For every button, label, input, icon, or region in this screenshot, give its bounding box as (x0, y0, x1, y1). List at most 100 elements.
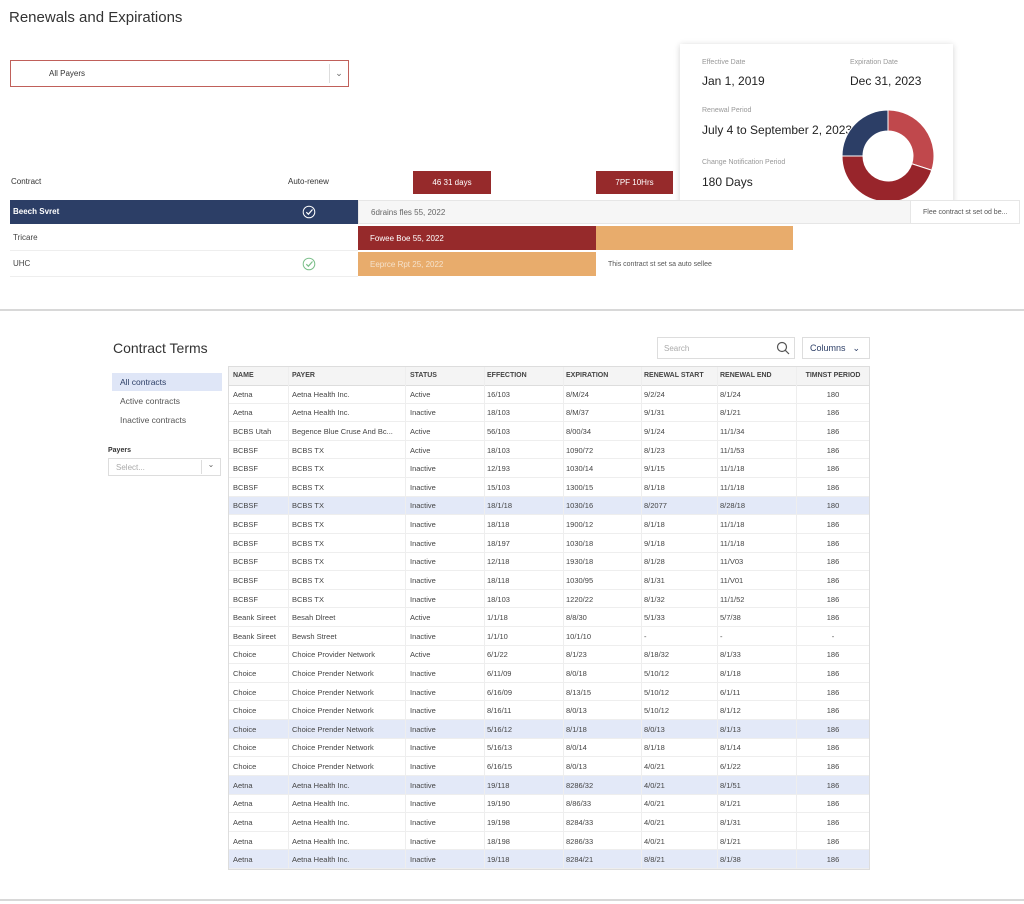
table-cell: Choice (233, 706, 257, 716)
table-row[interactable]: Aetna Aetna Health Inc. Inactive 18/103 8/M/… (229, 404, 869, 423)
auto-renew-icon (302, 205, 316, 219)
table-row[interactable]: BCBSF BCBS TX Inactive 18/197 1030/18 9/1/18 1… (229, 534, 869, 553)
timeline-note: Flee contract st set od be... (910, 200, 1020, 224)
table-cell: Aetna (233, 389, 253, 399)
table-cell: 18/1/18 (487, 501, 513, 511)
table-cell: 19/118 (487, 780, 510, 790)
table-row[interactable]: BCBSF BCBS TX Inactive 18/1/18 1030/16 8/2077… (229, 496, 869, 516)
table-row[interactable]: Choice Choice Prender Network Inactive 5/16… (229, 739, 869, 758)
summary-value: Jan 1, 2019 (702, 74, 765, 88)
table-cell: BCBSF (233, 501, 259, 511)
columns-button[interactable]: Columns ⌄ (802, 337, 870, 359)
table-row[interactable]: BCBSF BCBS TX Inactive 15/103 1300/15 8/1/18 1… (229, 478, 869, 497)
table-row[interactable]: BCBSF BCBS TX Inactive 12/118 1930/18 8/1/28 1… (229, 553, 869, 572)
column-header: NAME (233, 372, 254, 379)
table-row[interactable]: BCBSF BCBS TX Inactive 18/103 1220/22 8/1/32 1… (229, 590, 869, 609)
table-row[interactable]: BCBSF BCBS TX Inactive 18/118 1900/12 8/1/18 1… (229, 515, 869, 534)
column-divider (288, 367, 289, 869)
table-cell: BCBSF (233, 575, 259, 585)
table-cell: Active (410, 613, 431, 623)
payer-filter[interactable]: All Payers ⌄ (10, 60, 349, 87)
search-box[interactable]: Search (657, 337, 795, 359)
table-cell: Aetna (233, 799, 253, 809)
table-row[interactable]: BCBSF BCBS TX Inactive 18/118 1030/95 8/1/31 1… (229, 571, 869, 590)
table-cell: 186 (826, 520, 840, 530)
table-row[interactable]: Aetna Aetna Health Inc. Inactive 18/198 8286… (229, 832, 869, 851)
table-cell: Choice (233, 687, 257, 697)
table-cell: 186 (826, 445, 840, 455)
table-cell: BCBS TX (292, 538, 324, 548)
table-cell: 8/1/18 (644, 482, 665, 492)
table-cell: Aetna (233, 780, 253, 790)
table-cell: 186 (826, 538, 840, 548)
table-row[interactable]: Choice Choice Prender Network Inactive 8/16… (229, 701, 869, 721)
table-row[interactable]: Aetna Aetna Health Inc. Active 16/103 8/M/24… (229, 385, 869, 404)
column-divider (717, 367, 718, 869)
table-row[interactable]: Aetna Aetna Health Inc. Inactive 19/118 8286… (229, 775, 869, 795)
table-cell: Besah Dlreet (292, 613, 336, 623)
page-title: Renewals and Expirations (9, 9, 183, 26)
table-row[interactable]: Beank Sireet Besah Dlreet Active 1/1/18 8/8/… (229, 608, 869, 627)
table-row[interactable]: Aetna Aetna Health Inc. Inactive 19/118 8284… (229, 850, 869, 869)
table-cell: 8284/21 (566, 855, 594, 865)
table-cell: 5/7/38 (720, 613, 741, 623)
column-divider (484, 367, 485, 869)
table-cell: 8/1/14 (720, 743, 741, 753)
nav-item[interactable]: Active contracts (120, 396, 180, 406)
table-cell: Choice (233, 650, 257, 660)
nav-item[interactable]: All contracts (112, 373, 222, 391)
table-cell: 8/M/37 (566, 408, 589, 418)
table-row[interactable]: Choice Choice Prender Network Inactive 6/16… (229, 683, 869, 702)
search-icon (776, 341, 790, 355)
table-row[interactable]: BCBS Utah Begence Blue Cruse And Bc... Act… (229, 422, 869, 441)
table-row[interactable]: Choice Choice Prender Network Inactive 6/16… (229, 757, 869, 776)
contract-name: UHC (13, 259, 31, 268)
column-header: Contract (11, 177, 42, 186)
table-cell: 18/103 (487, 594, 510, 604)
table-cell: 9/1/24 (644, 427, 665, 437)
summary-label: Expiration Date (850, 59, 898, 66)
table-cell: 186 (826, 836, 840, 846)
table-cell: 8/1/24 (720, 389, 741, 399)
table-cell: Aetna Health Inc. (292, 389, 350, 399)
table-cell: 186 (826, 687, 840, 697)
table-cell: 186 (826, 817, 840, 827)
table-cell: 1300/15 (566, 482, 594, 492)
table-cell: 5/10/12 (644, 687, 670, 697)
table-cell: Choice Provider Network (292, 650, 375, 660)
table-row[interactable]: Choice Choice Prender Network Inactive 5/16… (229, 720, 869, 739)
table-cell: 11/1/18 (720, 464, 745, 474)
table-cell: Inactive (410, 669, 436, 679)
table-cell: 6/1/22 (487, 650, 508, 660)
table-cell: BCBSF (233, 482, 259, 492)
table-cell: 1030/14 (566, 464, 594, 474)
table-row[interactable]: Choice Choice Prender Network Inactive 6/11… (229, 664, 869, 683)
nav-item[interactable]: Inactive contracts (120, 415, 187, 425)
table-cell: BCBSF (233, 445, 259, 455)
table-cell: Inactive (410, 538, 436, 548)
table-cell: 8/1/13 (720, 724, 741, 734)
table-cell: BCBSF (233, 557, 259, 567)
payers-select[interactable]: Select... ⌄ (108, 458, 221, 476)
timeline-bar: Eeprce Rpt 25, 2022 (358, 252, 596, 276)
table-row[interactable]: Choice Choice Provider Network Active 6/1/2… (229, 646, 869, 665)
table-row[interactable]: Beank Sireet Bewsh Street Inactive 1/1/10 10… (229, 627, 869, 646)
table-cell: Aetna Health Inc. (292, 836, 350, 846)
table-cell: 186 (826, 482, 840, 492)
table-row[interactable]: BCBSF BCBS TX Active 18/103 1090/72 8/1/23 11/… (229, 441, 869, 460)
table-cell: 186 (826, 669, 840, 679)
table-cell: Inactive (410, 817, 436, 827)
table-row[interactable]: Aetna Aetna Health Inc. Inactive 19/190 8/86… (229, 795, 869, 814)
filter-label: Payers (108, 447, 131, 454)
table-cell: Begence Blue Cruse And Bc... (292, 427, 393, 437)
table-cell: Inactive (410, 594, 436, 604)
donut-chart (841, 109, 935, 203)
table-cell: BCBS TX (292, 501, 324, 511)
table-cell: 5/10/12 (644, 706, 670, 716)
table-cell: 8/1/21 (720, 799, 741, 809)
auto-renew-icon (302, 257, 316, 271)
table-row[interactable]: BCBSF BCBS TX Inactive 12/193 1030/14 9/1/15 1… (229, 459, 869, 479)
column-divider (405, 367, 406, 869)
table-row[interactable]: Aetna Aetna Health Inc. Inactive 19/198 8284… (229, 813, 869, 832)
table-cell: 186 (826, 464, 840, 474)
